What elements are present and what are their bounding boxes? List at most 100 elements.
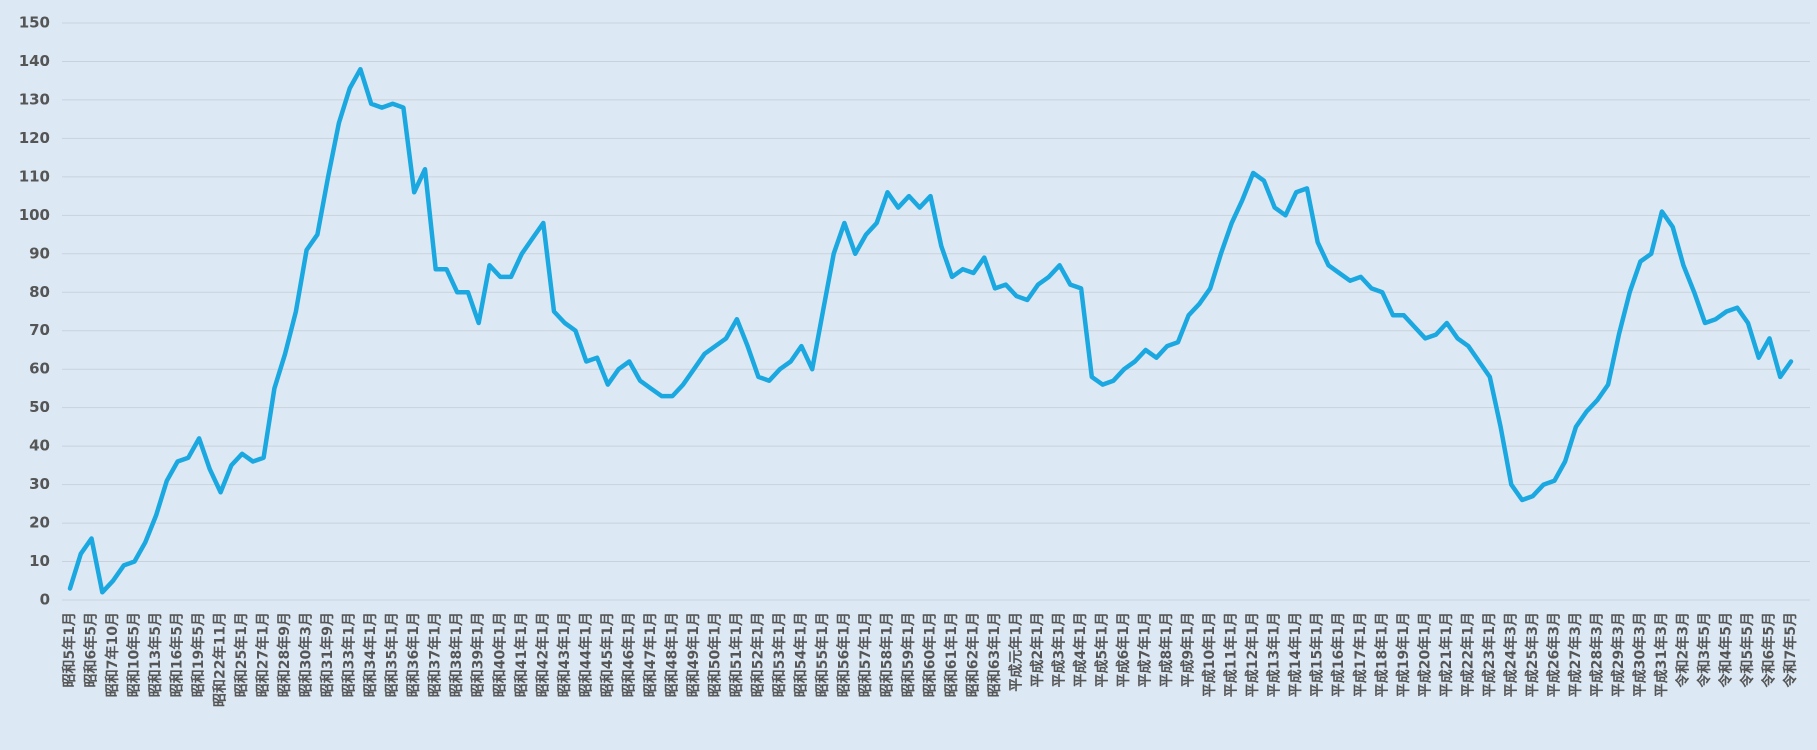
- y-tick-label: 130: [19, 90, 50, 108]
- x-tick-label: 昭和59年1月: [900, 612, 917, 697]
- x-tick-label: 昭和43年1月: [556, 612, 573, 697]
- x-tick-label: 令和7年5月: [1782, 612, 1799, 688]
- x-tick-label: 平成10年1月: [1201, 612, 1218, 697]
- x-tick-label: 昭和58年1月: [878, 612, 895, 697]
- x-tick-label: 昭和44年1月: [577, 612, 594, 697]
- y-tick-label: 80: [29, 283, 50, 301]
- x-tick-label: 平成3年1月: [1051, 612, 1068, 687]
- x-tick-label: 昭和6年5月: [83, 612, 100, 687]
- x-tick-label: 令和3年5月: [1696, 612, 1713, 688]
- x-tick-label: 令和4年5月: [1717, 612, 1734, 688]
- x-tick-label: 令和2年3月: [1674, 612, 1691, 688]
- x-tick-label: 平成22年1月: [1459, 612, 1476, 697]
- x-tick-label: 平成29年3月: [1610, 612, 1627, 697]
- x-tick-label: 昭和37年1月: [427, 612, 444, 697]
- y-tick-label: 110: [19, 167, 50, 185]
- x-tick-label: 昭和51年1月: [728, 612, 745, 697]
- x-tick-label: 昭和22年11月: [212, 612, 229, 707]
- x-tick-label: 昭和60年1月: [922, 612, 939, 697]
- x-tick-label: 昭和41年1月: [513, 612, 530, 697]
- y-tick-label: 20: [29, 514, 50, 532]
- x-tick-label: 昭和46年1月: [620, 612, 637, 697]
- x-tick-label: 昭和34年1月: [362, 612, 379, 697]
- x-tick-label: 昭和57年1月: [857, 612, 874, 697]
- x-tick-label: 昭和16年5月: [169, 612, 186, 697]
- y-tick-label: 0: [40, 591, 50, 609]
- x-tick-label: 令和5年5月: [1739, 612, 1756, 688]
- y-tick-label: 150: [19, 14, 50, 32]
- x-tick-label: 昭和42年1月: [534, 612, 551, 697]
- x-tick-label: 平成5年1月: [1094, 612, 1111, 687]
- x-tick-label: 平成14年1月: [1287, 612, 1304, 697]
- y-tick-label: 40: [29, 437, 50, 455]
- x-tick-label: 昭和52年1月: [749, 612, 766, 697]
- x-tick-label: 平成2年1月: [1029, 612, 1046, 687]
- x-tick-label: 昭和28年9月: [276, 612, 293, 697]
- y-tick-label: 10: [29, 552, 50, 570]
- x-tick-label: 平成21年1月: [1438, 612, 1455, 697]
- x-tick-label: 平成28年3月: [1588, 612, 1605, 697]
- x-tick-label: 昭和56年1月: [835, 612, 852, 697]
- x-tick-label: 平成18年1月: [1373, 612, 1390, 697]
- x-tick-label: 平成17年1月: [1352, 612, 1369, 697]
- x-tick-label: 平成25年3月: [1524, 612, 1541, 697]
- y-tick-label: 100: [19, 206, 50, 224]
- x-tick-label: 平成元年1月: [1008, 612, 1025, 692]
- x-tick-label: 昭和31年9月: [319, 612, 336, 697]
- x-tick-label: 昭和35年1月: [384, 612, 401, 697]
- x-tick-label: 昭和61年1月: [943, 612, 960, 697]
- y-tick-label: 90: [29, 244, 50, 262]
- x-tick-label: 昭和39年1月: [470, 612, 487, 697]
- x-tick-label: 昭和27年1月: [255, 612, 272, 697]
- y-tick-label: 30: [29, 475, 50, 493]
- x-tick-label: 平成9年1月: [1180, 612, 1197, 687]
- x-tick-label: 昭和36年1月: [405, 612, 422, 697]
- x-tick-label: 昭和62年1月: [965, 612, 982, 697]
- x-tick-label: 昭和45年1月: [599, 612, 616, 697]
- x-tick-label: 平成23年1月: [1481, 612, 1498, 697]
- x-tick-label: 平成11年1月: [1223, 612, 1240, 697]
- x-tick-label: 昭和30年3月: [298, 612, 315, 697]
- x-tick-label: 昭和38年1月: [448, 612, 465, 697]
- y-tick-label: 60: [29, 360, 50, 378]
- x-tick-label: 平成4年1月: [1072, 612, 1089, 687]
- x-tick-label: 昭和55年1月: [814, 612, 831, 697]
- x-tick-label: 平成24年3月: [1502, 612, 1519, 697]
- data-line: [67, 66, 1794, 595]
- x-tick-label: 昭和33年1月: [341, 612, 358, 697]
- x-tick-label: 平成20年1月: [1416, 612, 1433, 697]
- y-tick-label: 50: [29, 398, 50, 416]
- x-tick-label: 平成13年1月: [1266, 612, 1283, 697]
- x-tick-label: 平成31年3月: [1653, 612, 1670, 697]
- x-tick-label: 昭和7年10月: [104, 612, 121, 697]
- x-tick-label: 平成12年1月: [1244, 612, 1261, 697]
- y-tick-label: 140: [19, 52, 50, 70]
- x-tick-label: 平成15年1月: [1309, 612, 1326, 697]
- y-tick-label: 70: [29, 321, 50, 339]
- x-tick-label: 平成26年3月: [1545, 612, 1562, 697]
- x-tick-label: 昭和5年1月: [61, 612, 78, 687]
- x-tick-label: 平成30年3月: [1631, 612, 1648, 697]
- x-tick-label: 平成27年3月: [1567, 612, 1584, 697]
- x-tick-label: 昭和49年1月: [685, 612, 702, 697]
- x-tick-label: 昭和13年5月: [147, 612, 164, 697]
- x-tick-label: 昭和47年1月: [642, 612, 659, 697]
- x-tick-label: 平成8年1月: [1158, 612, 1175, 687]
- x-tick-label: 平成6年1月: [1115, 612, 1132, 687]
- x-tick-label: 昭和50年1月: [706, 612, 723, 697]
- x-tick-label: 昭和53年1月: [771, 612, 788, 697]
- x-tick-label: 昭和10年5月: [126, 612, 143, 697]
- x-tick-label: 昭和63年1月: [986, 612, 1003, 697]
- x-tick-label: 平成16年1月: [1330, 612, 1347, 697]
- x-tick-label: 昭和54年1月: [792, 612, 809, 697]
- x-tick-label: 昭和19年5月: [190, 612, 207, 697]
- x-tick-label: 昭和48年1月: [663, 612, 680, 697]
- x-tick-label: 昭和25年1月: [233, 612, 250, 697]
- x-tick-label: 平成19年1月: [1395, 612, 1412, 697]
- x-tick-label: 昭和40年1月: [491, 612, 508, 697]
- x-tick-label: 令和6年5月: [1760, 612, 1777, 688]
- y-tick-label: 120: [19, 129, 50, 147]
- x-tick-label: 平成7年1月: [1137, 612, 1154, 687]
